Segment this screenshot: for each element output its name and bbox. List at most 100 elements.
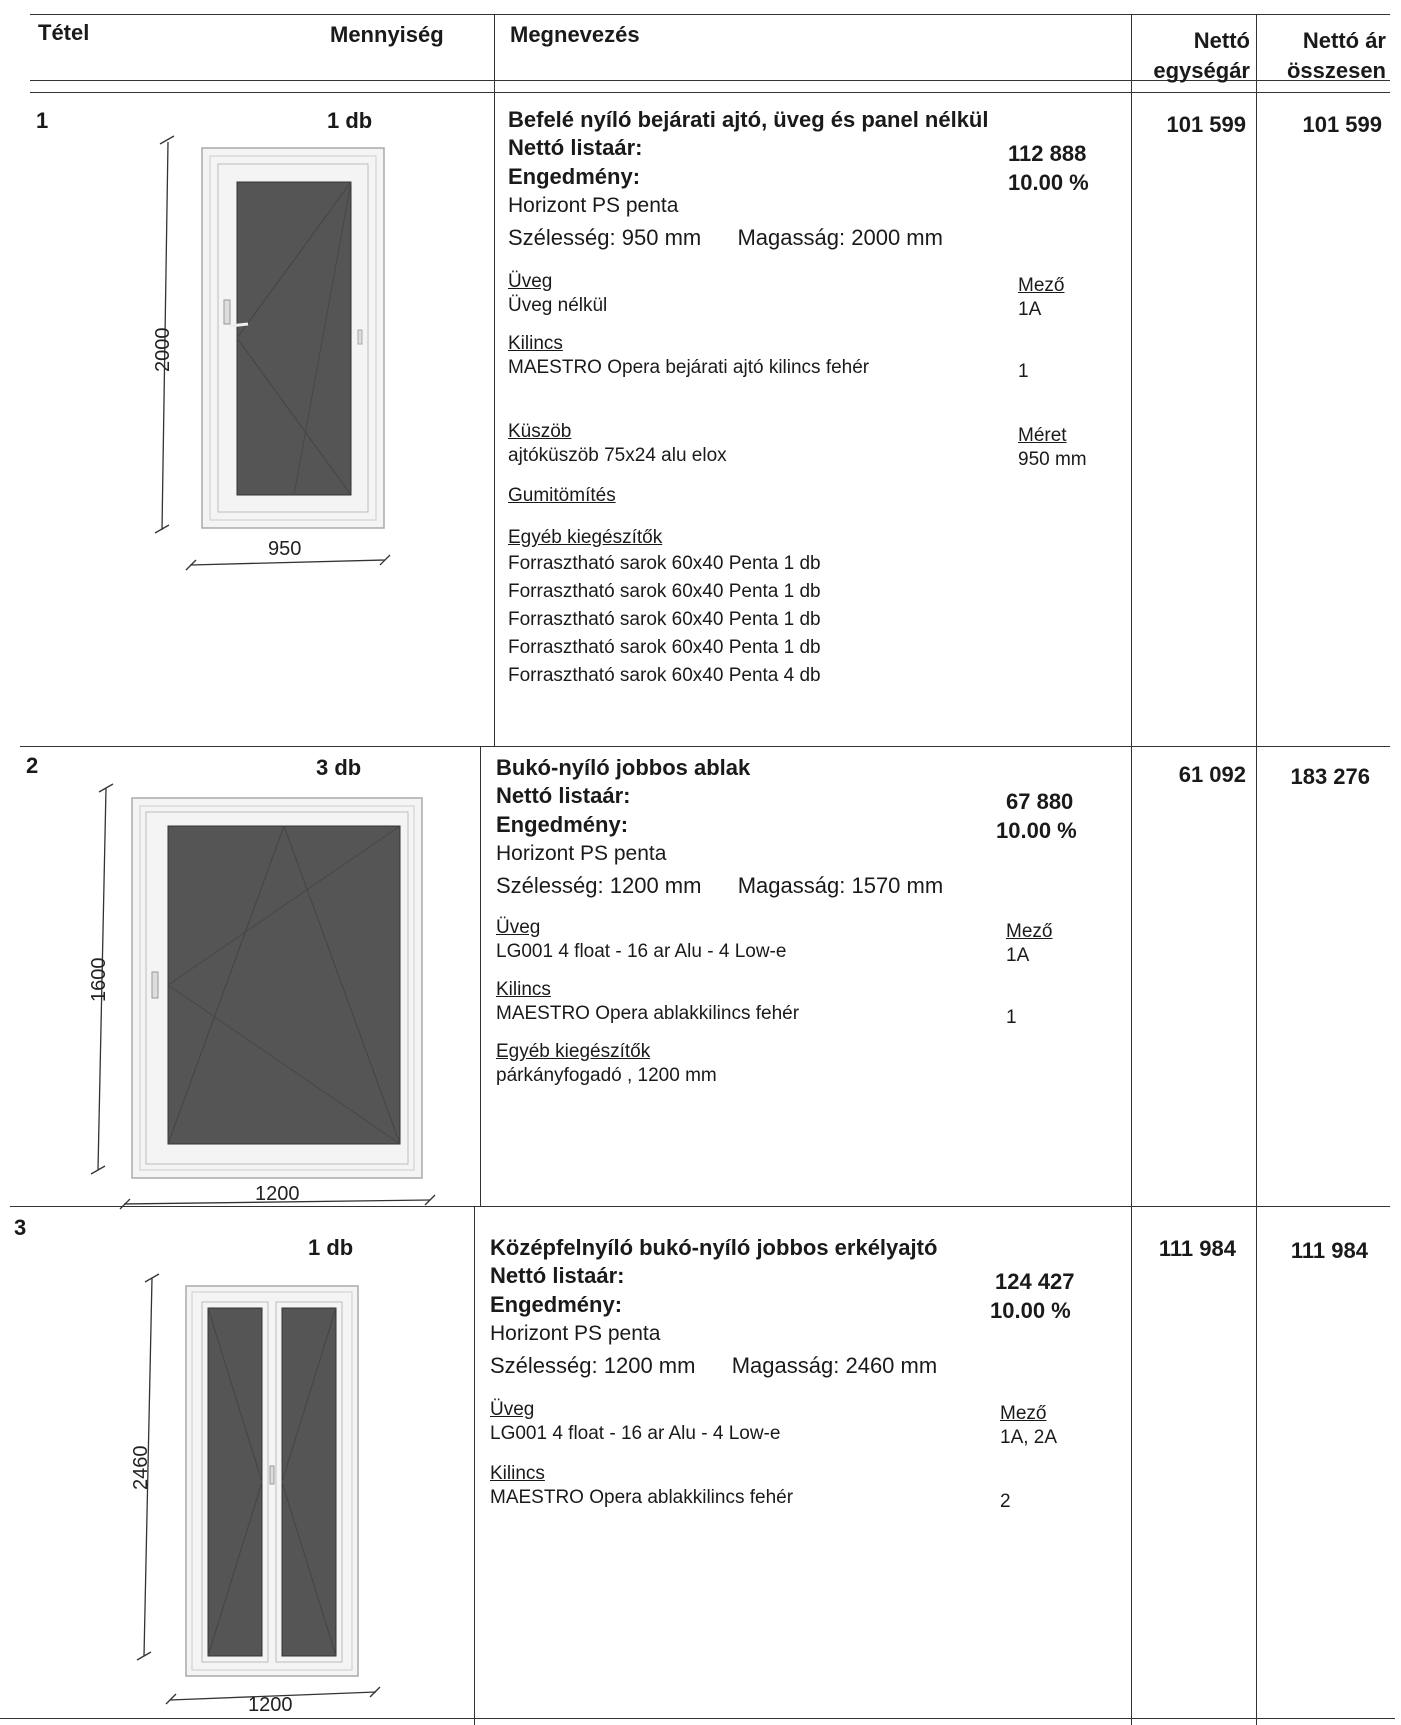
item-title: Bukó-nyíló jobbos ablak	[496, 755, 751, 780]
discount-row: Engedmény: 10.00 %	[496, 811, 1096, 843]
item-quantity: 3 db	[316, 755, 362, 780]
dimension-height-label: 2460	[130, 1445, 152, 1491]
discount-label: Engedmény:	[490, 1292, 623, 1317]
total-price: 183 276	[1290, 764, 1370, 789]
header-unit-price: Nettó egységár	[1140, 26, 1250, 86]
header-item: Tétel	[38, 20, 90, 45]
dimension-height-label: 2000	[152, 327, 174, 373]
width-label: Szélesség:	[490, 1353, 598, 1378]
width-value: 1200 mm	[609, 873, 702, 898]
accessories-section: Egyéb kiegészítők párkányfogadó , 1200 m…	[496, 1040, 1096, 1088]
height-value: 2460 mm	[845, 1353, 938, 1378]
accessory-item: Forrasztható sarok 60x40 Penta 4 db	[508, 665, 821, 686]
dimension-height-label: 1600	[88, 957, 110, 1003]
accessory-item: Forrasztható sarok 60x40 Penta 1 db	[508, 609, 821, 630]
window-drawing	[90, 783, 436, 1210]
total-price: 111 984	[1290, 1238, 1368, 1263]
door-drawing	[154, 135, 391, 571]
balcony-door-drawing	[136, 1273, 381, 1705]
discount-value: 10.00 %	[1008, 170, 1089, 195]
profile-name: Horizont PS penta	[508, 194, 679, 217]
discount-row: Engedmény: 10.00 %	[508, 163, 1108, 195]
dimension-width-label: 1200	[255, 1183, 300, 1205]
width-label: Szélesség:	[508, 225, 616, 250]
accessory-item: Forrasztható sarok 60x40 Penta 1 db	[508, 553, 821, 574]
height-label: Magasság:	[737, 225, 846, 250]
list-price-row: Nettó listaár: 124 427	[490, 1262, 1090, 1294]
handle-section: Kilincs MAESTRO Opera ablakkilincs fehér…	[490, 1462, 1090, 1512]
handle-label: Kilincs	[496, 979, 551, 1000]
dimension-width-label: 950	[268, 538, 302, 560]
field-value: 1A	[1006, 945, 1030, 966]
seal-label: Gumitömítés	[508, 485, 616, 506]
discount-value: 10.00 %	[996, 818, 1077, 843]
glass-section: Üveg LG001 4 float - 16 ar Alu - 4 Low-e…	[496, 916, 1096, 966]
item-quantity: 1 db	[308, 1235, 354, 1260]
list-price-value: 112 888	[1008, 141, 1087, 166]
list-price-row: Nettó listaár: 67 880	[496, 782, 1096, 814]
list-price-label: Nettó listaár:	[496, 783, 631, 808]
field-label: Mező	[1018, 275, 1065, 296]
glass-value: LG001 4 float - 16 ar Alu - 4 Low-e	[490, 1423, 781, 1444]
table-top-rule	[30, 14, 1390, 15]
width-value: 950 mm	[621, 225, 702, 250]
profile-name: Horizont PS penta	[490, 1322, 661, 1345]
glass-label: Üveg	[496, 917, 541, 938]
item-quantity: 1 db	[327, 108, 373, 133]
item-title: Befelé nyíló bejárati ajtó, üveg és pane…	[508, 107, 989, 132]
item-description: Befelé nyíló bejárati ajtó, üveg és pane…	[508, 106, 1108, 690]
dimension-width-label: 1200	[248, 1694, 293, 1716]
accessories-label: Egyéb kiegészítők	[496, 1041, 651, 1062]
accessory-item: Forrasztható sarok 60x40 Penta 1 db	[508, 637, 821, 658]
header-unit-price-line2: egységár	[1153, 58, 1250, 83]
field-value: 1A, 2A	[1000, 1427, 1058, 1448]
header-total-price: Nettó ár összesen	[1262, 26, 1386, 86]
seal-section: Gumitömítés	[508, 484, 1108, 508]
list-price-label: Nettó listaár:	[508, 135, 643, 160]
field-value: 1A	[1018, 299, 1042, 320]
accessory-item: párkányfogadó , 1200 mm	[496, 1065, 717, 1086]
handle-value: MAESTRO Opera ablakkilincs fehér	[490, 1487, 794, 1508]
glass-section: Üveg LG001 4 float - 16 ar Alu - 4 Low-e…	[490, 1398, 1090, 1448]
total-price: 101 599	[1302, 112, 1382, 137]
header-total-price-line2: összesen	[1286, 58, 1386, 83]
handle-section: Kilincs MAESTRO Opera bejárati ajtó kili…	[508, 332, 1108, 382]
handle-label: Kilincs	[490, 1463, 545, 1484]
accessory-item: Forrasztható sarok 60x40 Penta 1 db	[508, 581, 821, 602]
unit-price: 111 984	[1158, 1236, 1236, 1261]
item-number: 1	[36, 108, 49, 133]
header-total-price-line1: Nettó ár	[1302, 28, 1386, 53]
field-label: Mező	[1000, 1403, 1047, 1424]
handle-value: MAESTRO Opera bejárati ajtó kilincs fehé…	[508, 357, 870, 378]
unit-price: 61 092	[1178, 762, 1246, 787]
list-price-value: 67 880	[1006, 789, 1074, 814]
handle-value: MAESTRO Opera ablakkilincs fehér	[496, 1003, 800, 1024]
handle-quantity: 1	[1006, 1007, 1017, 1028]
col-divider-total	[1256, 14, 1257, 1725]
handle-quantity: 2	[1000, 1491, 1011, 1512]
header-unit-price-line1: Nettó	[1193, 28, 1250, 53]
width-value: 1200 mm	[603, 1353, 696, 1378]
list-price-value: 124 427	[995, 1269, 1075, 1294]
handle-section: Kilincs MAESTRO Opera ablakkilincs fehér…	[496, 978, 1096, 1028]
threshold-section: Küszöb ajtóküszöb 75x24 alu elox Méret 9…	[508, 420, 1108, 470]
dimensions-line: Szélesség: 950 mm Magasság: 2000 mm	[508, 224, 1108, 252]
dimensions-line: Szélesség: 1200 mm Magasság: 1570 mm	[496, 872, 1096, 900]
handle-quantity: 1	[1018, 361, 1029, 382]
discount-label: Engedmény:	[508, 164, 641, 189]
height-label: Magasság:	[737, 873, 846, 898]
row-divider-1	[20, 746, 1390, 747]
col-divider-name	[494, 14, 495, 746]
list-price-row: Nettó listaár: 112 888	[508, 134, 1108, 166]
accessories-label: Egyéb kiegészítők	[508, 527, 663, 548]
glass-label: Üveg	[490, 1399, 535, 1420]
height-value: 1570 mm	[851, 873, 944, 898]
list-price-label: Nettó listaár:	[490, 1263, 625, 1288]
accessories-section: Egyéb kiegészítők Forrasztható sarok 60x…	[508, 526, 1108, 690]
header-rule-lower	[30, 92, 1390, 93]
header-rule-upper	[30, 80, 1390, 81]
size-value: 950 mm	[1018, 449, 1087, 470]
height-value: 2000 mm	[851, 225, 943, 250]
header-name: Megnevezés	[510, 22, 640, 47]
